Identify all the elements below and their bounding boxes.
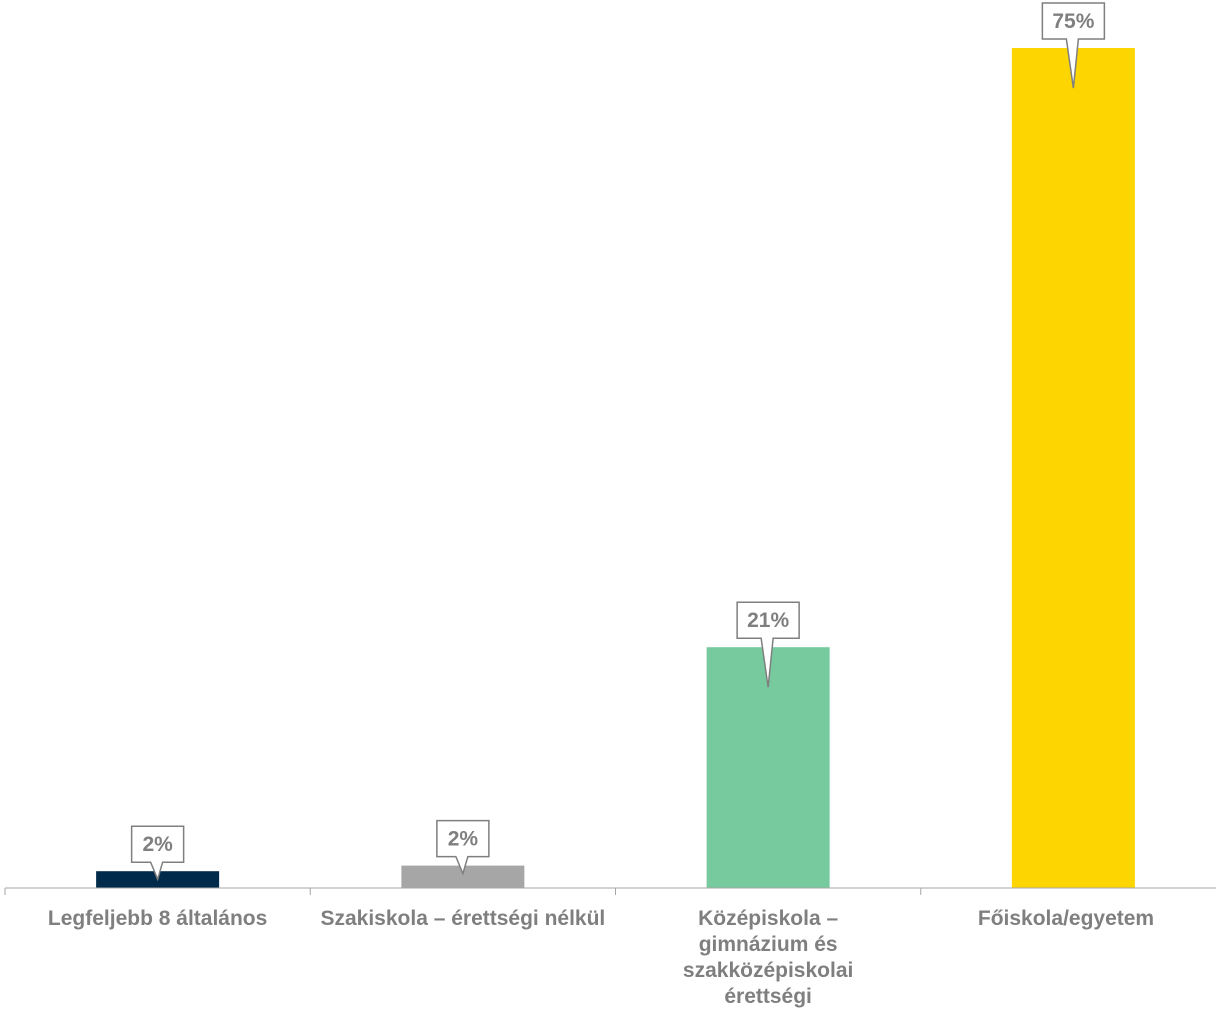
data-label: 75% <box>1041 2 1106 89</box>
data-label: 2% <box>130 825 185 882</box>
data-label-text: 2% <box>142 833 173 856</box>
category-label: Szakiskola – érettségi nélkül <box>320 907 606 930</box>
data-labels-layer: 2% 2% 21% 75% <box>130 2 1106 882</box>
bars-layer <box>96 48 1135 888</box>
data-label-callout <box>1041 2 1106 89</box>
data-label-callout <box>130 825 185 882</box>
data-label-text: 21% <box>747 609 789 632</box>
data-label-callout <box>736 601 800 688</box>
x-axis <box>4 887 1216 895</box>
data-label: 21% <box>736 601 800 688</box>
category-label: Főiskola/egyetem <box>977 907 1155 930</box>
bar <box>1011 48 1135 888</box>
bar <box>401 865 525 888</box>
data-label-text: 75% <box>1052 10 1094 33</box>
category-label: Középiskola – gimnázium és szakközépisko… <box>682 907 854 1008</box>
data-label-callout <box>436 819 490 876</box>
bar <box>706 647 830 888</box>
data-label-text: 2% <box>448 828 479 851</box>
data-label: 2% <box>436 819 490 876</box>
category-label: Legfeljebb 8 általános <box>47 907 268 930</box>
